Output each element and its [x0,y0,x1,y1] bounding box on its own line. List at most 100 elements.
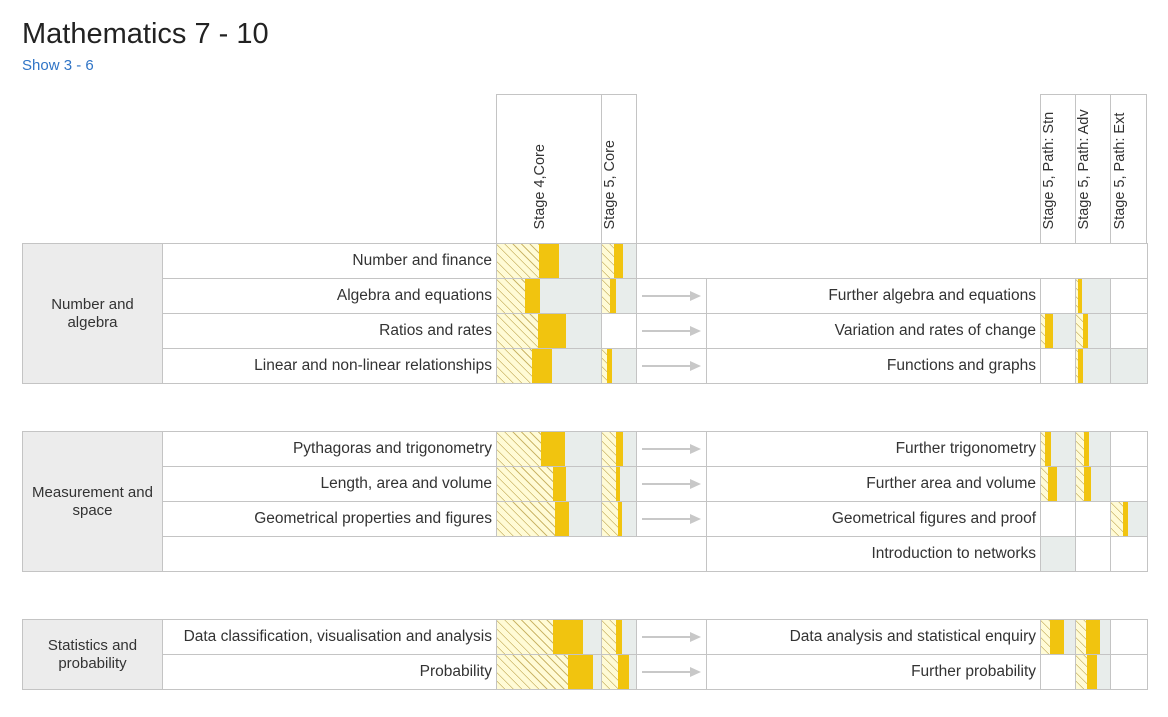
stage5-adv-progress [1075,501,1111,536]
solid-fill [553,467,566,501]
stage4-core-progress[interactable] [496,243,602,278]
hatched-fill [497,279,525,313]
stage4-core-progress[interactable] [496,348,602,383]
stage4-core-progress[interactable] [496,313,602,348]
stage5-ext-progress[interactable] [1110,501,1147,536]
continuation-arrow [636,431,707,466]
column-header-label: Stage 5, Path: Ext [1111,112,1128,230]
hatched-fill [602,432,616,466]
column-header-stage5-adv[interactable]: Stage 5, Path: Adv [1075,94,1111,243]
hatched-fill [1041,432,1045,466]
solid-fill [568,655,593,689]
remaining-fill [540,279,602,313]
stage5-stn-progress[interactable] [1040,431,1076,466]
topic-cell[interactable]: Algebra and equations [162,278,497,313]
stage5-adv-progress[interactable] [1075,431,1111,466]
solid-fill [1078,279,1082,313]
continuation-topic-cell[interactable]: Further probability [706,654,1041,689]
continuation-arrow [636,501,707,536]
show-stages-3-6-link[interactable]: Show 3 - 6 [22,57,94,74]
continuation-topic-cell[interactable]: Data analysis and statistical enquiry [706,619,1041,654]
strand-label: Measurement and space [22,431,163,572]
stage5-core-progress[interactable] [601,431,637,466]
arrow-right-icon [642,361,701,371]
stage4-core-progress[interactable] [496,278,602,313]
continuation-topic-cell[interactable]: Variation and rates of change [706,313,1041,348]
stage4-core-progress[interactable] [496,654,602,689]
topic-cell[interactable]: Pythagoras and trigonometry [162,431,497,466]
stage4-core-progress[interactable] [496,431,602,466]
arrow-right-icon [642,444,701,454]
remaining-fill [583,620,602,654]
column-header-label: Stage 4,Core [532,144,548,230]
topic-cell[interactable]: Linear and non-linear relationships [162,348,497,383]
solid-fill [618,502,622,536]
topic-cell[interactable]: Ratios and rates [162,313,497,348]
stage5-adv-progress[interactable] [1075,466,1111,501]
empty-topic-cell [162,536,707,571]
continuation-topic-cell[interactable]: Functions and graphs [706,348,1041,383]
remaining-fill [622,502,637,536]
stage5-core-progress[interactable] [601,243,637,278]
hatched-fill [497,467,553,501]
continuation-topic-cell[interactable]: Further trigonometry [706,431,1041,466]
column-header-stage5-core[interactable]: Stage 5, Core [601,94,637,243]
topic-cell[interactable]: Data classification, visualisation and a… [162,619,497,654]
hatched-fill [1076,279,1078,313]
remaining-fill [1100,620,1111,654]
stage5-core-progress [601,313,637,348]
solid-fill [614,244,623,278]
remaining-fill [1128,502,1147,536]
stage5-core-progress[interactable] [601,348,637,383]
topic-cell[interactable]: Geometrical properties and figures [162,501,497,536]
hatched-fill [497,244,539,278]
stage5-core-progress[interactable] [601,501,637,536]
stage5-ext-progress[interactable] [1110,348,1147,383]
column-header-stage5-ext[interactable]: Stage 5, Path: Ext [1110,94,1147,243]
hatched-fill [602,467,616,501]
remaining-fill [566,467,602,501]
hatched-fill [1041,314,1045,348]
stage5-adv-progress[interactable] [1075,278,1111,313]
stage4-core-progress[interactable] [496,619,602,654]
continuation-arrow [636,654,707,689]
stage5-adv-progress[interactable] [1075,313,1111,348]
arrow-right-icon [642,291,701,301]
column-header-stage4-core[interactable]: Stage 4,Core [496,94,602,243]
topic-cell[interactable]: Number and finance [162,243,497,278]
continuation-arrow [636,619,707,654]
continuation-topic-cell[interactable]: Further algebra and equations [706,278,1041,313]
continuation-arrow [636,466,707,501]
stage5-core-progress[interactable] [601,619,637,654]
stage4-core-progress[interactable] [496,466,602,501]
stage4-core-progress[interactable] [496,501,602,536]
stage5-core-progress[interactable] [601,654,637,689]
stage5-adv-progress[interactable] [1075,654,1111,689]
topic-cell[interactable]: Probability [162,654,497,689]
stage5-adv-progress[interactable] [1075,348,1111,383]
topic-cell[interactable]: Length, area and volume [162,466,497,501]
stage5-stn-progress[interactable] [1040,313,1076,348]
continuation-topic-cell[interactable]: Further area and volume [706,466,1041,501]
stage5-core-progress[interactable] [601,278,637,313]
stage5-stn-progress[interactable] [1040,466,1076,501]
column-header-label: Stage 5, Path: Adv [1076,109,1092,230]
solid-fill [610,279,616,313]
continuation-arrow [636,278,707,313]
hatched-fill [497,349,532,383]
hatched-fill [497,655,568,689]
remaining-fill [552,349,602,383]
remaining-fill [1041,537,1076,571]
continuation-topic-cell[interactable]: Introduction to networks [706,536,1041,571]
stage5-stn-progress[interactable] [1040,536,1076,571]
stage5-adv-progress[interactable] [1075,619,1111,654]
stage5-core-progress[interactable] [601,466,637,501]
solid-fill [555,502,569,536]
remaining-fill [569,502,602,536]
column-header-stage5-stn[interactable]: Stage 5, Path: Stn [1040,94,1076,243]
arrow-right-icon [642,326,701,336]
hatched-fill [497,620,553,654]
continuation-topic-cell[interactable]: Geometrical figures and proof [706,501,1041,536]
stage5-stn-progress[interactable] [1040,619,1076,654]
hatched-fill [602,620,616,654]
